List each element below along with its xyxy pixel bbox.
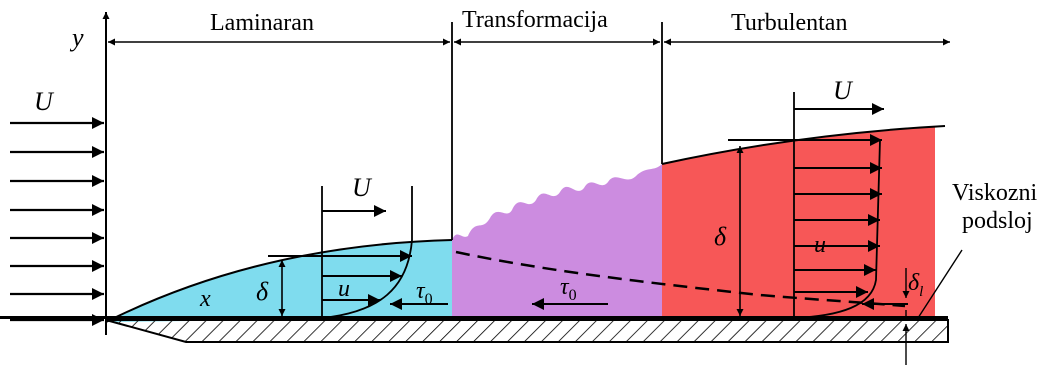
plate-hatch xyxy=(105,319,949,343)
viscous-sublayer-label-line2: podsloj xyxy=(962,208,1033,234)
free-stream-arrows xyxy=(10,117,104,326)
delta-l-label: δl xyxy=(908,270,923,300)
laminar-u-label: u xyxy=(338,276,350,302)
region-label-laminar: Laminaran xyxy=(210,10,314,36)
turbulent-velocity-profile xyxy=(728,92,910,365)
plate-top-line xyxy=(0,316,948,319)
turbulent-U-label: U xyxy=(833,76,854,105)
laminar-tau-label: τ0 xyxy=(416,278,433,308)
laminar-delta-label: δ xyxy=(256,277,269,306)
laminar-boundary-edge xyxy=(105,239,453,323)
free-stream-label: U xyxy=(34,87,55,116)
transition-region xyxy=(452,164,662,318)
transition-tau-label: τ0 xyxy=(560,274,577,304)
viscous-sublayer-leader xyxy=(917,249,963,319)
turbulent-u-label: u xyxy=(814,232,826,258)
region-label-turbulent: Turbulentan xyxy=(731,10,847,36)
laminar-velocity-profile xyxy=(268,186,448,319)
turbulent-delta-label: δ xyxy=(714,222,727,251)
x-axis-label: x xyxy=(199,286,211,312)
region-label-transition: Transformacija xyxy=(462,7,608,33)
viscous-sublayer-label-line1: Viskozni xyxy=(952,180,1038,206)
laminar-U-label: U xyxy=(352,173,373,202)
y-axis-label: y xyxy=(69,23,84,52)
